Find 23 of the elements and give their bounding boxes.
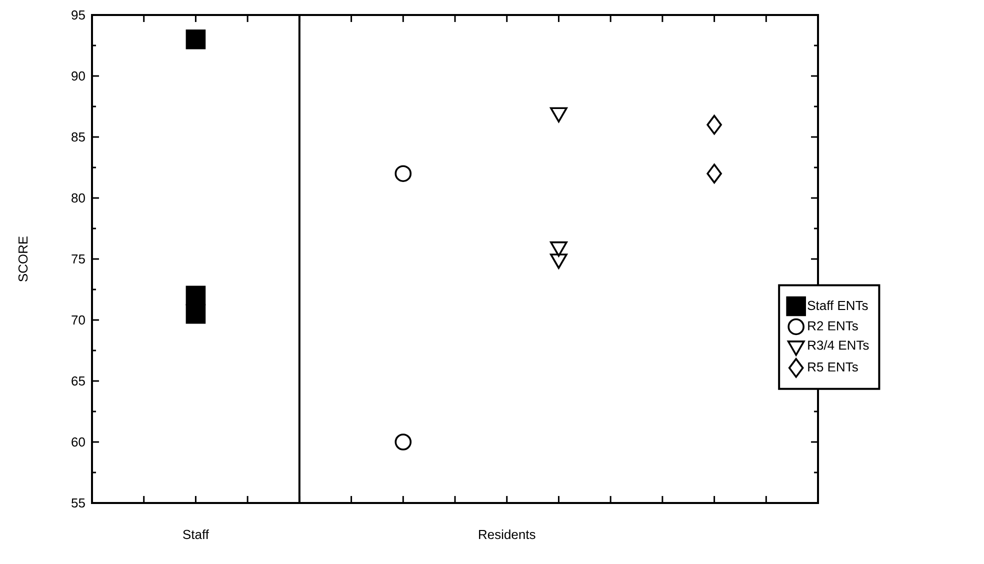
legend-label: Staff ENTs — [808, 300, 868, 310]
y-tick-label: 55 — [72, 498, 85, 508]
point — [186, 286, 206, 306]
point — [706, 164, 722, 184]
y-tick-label: 70 — [72, 315, 85, 325]
y-tick-label: 90 — [72, 71, 85, 81]
point — [394, 165, 412, 182]
legend-label: R2 ENTs — [808, 321, 858, 330]
y-axis-title: SCORE — [18, 236, 28, 282]
legend-label: R5 ENTs — [808, 362, 858, 372]
y-tick-label: 60 — [72, 437, 85, 447]
point — [186, 30, 206, 50]
y-tick-label: 85 — [72, 132, 85, 142]
point — [186, 304, 206, 324]
point — [394, 434, 412, 450]
x-tick-label: Residents — [479, 530, 536, 540]
point — [706, 114, 722, 135]
y-tick-label: 95 — [72, 10, 85, 20]
y-tick-label: 75 — [72, 254, 85, 264]
y-tick-label: 80 — [72, 193, 85, 203]
legend-label: R3/4 ENTs — [808, 340, 869, 350]
x-tick-label: Staff — [183, 530, 209, 540]
y-tick-label: 65 — [72, 376, 85, 386]
